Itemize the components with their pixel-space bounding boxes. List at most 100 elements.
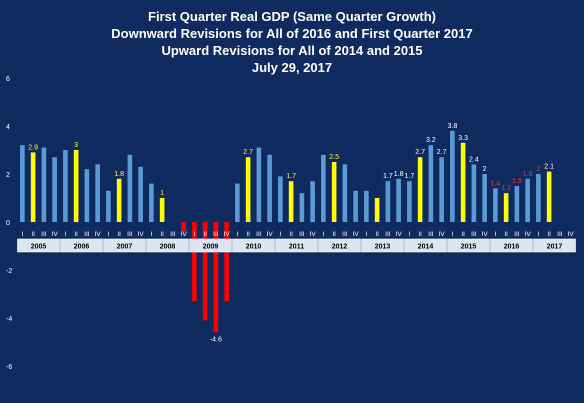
bar-3	[52, 157, 57, 222]
chart-title-line-3: Upward Revisions for All of 2014 and 201…	[161, 43, 423, 58]
chart-title: First Quarter Real GDP (Same Quarter Gro…	[0, 8, 584, 76]
bar-36	[407, 181, 412, 222]
bar-40	[450, 130, 455, 222]
year-box	[146, 238, 189, 253]
quarter-label: III	[557, 231, 563, 238]
data-label: 1.8	[523, 171, 533, 178]
data-label: 1.2	[501, 185, 511, 192]
bar-45	[503, 193, 509, 222]
quarter-label: IV	[525, 231, 532, 238]
y-tick-label: 6	[6, 76, 10, 83]
bar-21	[245, 157, 251, 222]
bar-17	[202, 222, 208, 321]
year-box	[447, 238, 490, 253]
quarter-label: II	[31, 231, 35, 238]
data-label: 2	[536, 166, 540, 173]
quarter-label: III	[213, 231, 219, 238]
quarter-label: I	[494, 231, 496, 238]
quarter-label: IV	[138, 231, 145, 238]
year-label: 2012	[332, 244, 348, 251]
quarter-label: II	[332, 231, 336, 238]
year-label: 2013	[375, 244, 391, 251]
quarter-label: II	[461, 231, 465, 238]
data-label: 3.8	[448, 123, 458, 130]
bar-1	[30, 152, 36, 222]
bar-6	[84, 169, 90, 222]
data-label: -4.6	[210, 336, 222, 343]
y-tick-label: 0	[6, 220, 10, 227]
bar-37	[417, 157, 423, 222]
quarter-label: I	[279, 231, 281, 238]
bar-2	[41, 147, 47, 222]
data-label: 1.7	[405, 173, 415, 180]
bar-15	[181, 222, 186, 232]
quarter-label: IV	[52, 231, 59, 238]
quarter-label: I	[236, 231, 238, 238]
bar-28	[321, 154, 326, 222]
quarter-label: II	[117, 231, 121, 238]
bar-12	[149, 183, 154, 222]
quarter-label: II	[246, 231, 250, 238]
quarter-label: I	[21, 231, 23, 238]
data-label: 2.5	[329, 154, 339, 161]
year-box	[318, 238, 361, 253]
bar-13	[159, 198, 165, 222]
quarter-label: III	[170, 231, 176, 238]
y-tick-label: 4	[6, 124, 10, 131]
year-box	[17, 238, 60, 253]
year-label: 2010	[246, 244, 262, 251]
bar-27	[310, 181, 315, 222]
quarter-label: II	[203, 231, 207, 238]
bar-46	[514, 186, 520, 222]
quarter-label: IV	[181, 231, 188, 238]
year-box	[232, 238, 275, 253]
quarter-label: IV	[267, 231, 274, 238]
bar-23	[267, 154, 272, 222]
bar-33	[374, 198, 380, 222]
data-label: 1.7	[383, 173, 393, 180]
data-label: 2.9	[28, 144, 38, 151]
data-label: 3.2	[426, 137, 436, 144]
year-box	[189, 238, 232, 253]
year-box	[275, 238, 318, 253]
bar-39	[439, 157, 444, 222]
bar-41	[460, 142, 466, 222]
y-tick-label: -2	[6, 268, 12, 275]
year-label: 2009	[203, 244, 219, 251]
quarter-label: IV	[95, 231, 102, 238]
data-label: 2.4	[469, 156, 479, 163]
data-label: 1.7	[286, 173, 296, 180]
year-box	[490, 238, 533, 253]
bar-32	[364, 190, 369, 222]
data-label: 3	[74, 142, 78, 149]
year-box	[361, 238, 404, 253]
quarter-label: I	[150, 231, 152, 238]
quarter-label: II	[74, 231, 78, 238]
quarter-label: IV	[224, 231, 231, 238]
y-tick-label: -4	[6, 316, 12, 323]
quarter-label: I	[537, 231, 539, 238]
data-label: 1.8	[114, 171, 124, 178]
bar-0	[20, 145, 25, 222]
quarter-label: III	[127, 231, 133, 238]
quarter-label: III	[84, 231, 90, 238]
chart-title-line-1: First Quarter Real GDP (Same Quarter Gro…	[148, 9, 436, 24]
year-box	[533, 238, 576, 253]
bar-47	[525, 178, 530, 222]
quarter-label: III	[256, 231, 262, 238]
bar-19	[224, 222, 229, 302]
year-label: 2007	[117, 244, 133, 251]
bar-9	[116, 178, 122, 222]
quarter-label: III	[385, 231, 391, 238]
year-label: 2006	[74, 244, 90, 251]
quarter-label: IV	[353, 231, 360, 238]
bar-42	[471, 164, 477, 222]
quarter-label: III	[514, 231, 520, 238]
data-label: 2	[483, 166, 487, 173]
bar-35	[396, 178, 401, 222]
data-label: 2.7	[415, 149, 425, 156]
quarter-label: IV	[310, 231, 317, 238]
quarter-label: II	[418, 231, 422, 238]
quarter-label: II	[547, 231, 551, 238]
